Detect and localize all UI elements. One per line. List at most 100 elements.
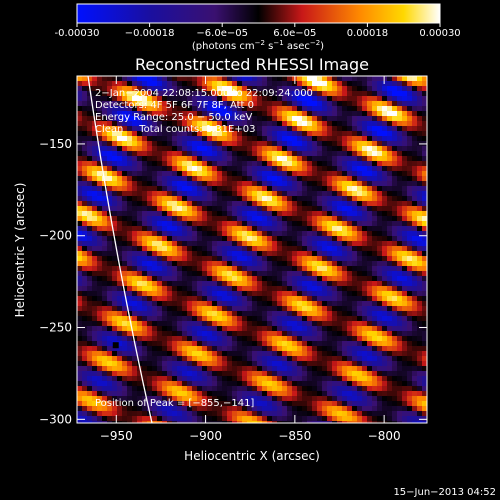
heatmap-cell: [102, 151, 108, 157]
heatmap-cell: [382, 251, 388, 257]
heatmap-cell: [282, 156, 288, 162]
heatmap-cell: [92, 401, 98, 407]
heatmap-cell: [362, 196, 368, 202]
heatmap-cell: [302, 361, 308, 367]
heatmap-cell: [127, 351, 133, 357]
heatmap-cell: [267, 201, 273, 207]
heatmap-cell: [117, 321, 123, 327]
heatmap-cell: [92, 176, 98, 182]
heatmap-cell: [332, 176, 338, 182]
heatmap-cell: [412, 351, 418, 357]
heatmap-cell: [87, 286, 93, 292]
heatmap-cell: [322, 311, 328, 317]
heatmap-cell: [247, 146, 253, 152]
heatmap-cell: [222, 146, 228, 152]
heatmap-cell: [307, 321, 313, 327]
heatmap-cell: [347, 396, 353, 402]
heatmap-cell: [192, 311, 198, 317]
heatmap-cell: [402, 381, 408, 387]
heatmap-cell: [352, 301, 358, 307]
heatmap-cell: [122, 306, 128, 312]
heatmap-cell: [347, 416, 353, 422]
heatmap-cell: [187, 401, 193, 407]
heatmap-cell: [242, 126, 248, 132]
heatmap-cell: [92, 346, 98, 352]
heatmap-cell: [287, 411, 293, 417]
heatmap-cell: [267, 326, 273, 332]
heatmap-cell: [227, 381, 233, 387]
heatmap-cell: [322, 306, 328, 312]
heatmap-cell: [257, 81, 263, 87]
heatmap-cell: [92, 361, 98, 367]
heatmap-cell: [362, 136, 368, 142]
heatmap-cell: [317, 401, 323, 407]
heatmap-cell: [242, 226, 248, 232]
heatmap-cell: [87, 136, 93, 142]
heatmap-cell: [247, 196, 253, 202]
heatmap-cell: [317, 371, 323, 377]
heatmap-cell: [127, 171, 133, 177]
heatmap-cell: [387, 401, 393, 407]
heatmap-cell: [407, 246, 413, 252]
heatmap-cell: [107, 291, 113, 297]
heatmap-cell: [132, 136, 138, 142]
heatmap-cell: [117, 366, 123, 372]
heatmap-cell: [162, 126, 168, 132]
heatmap-cell: [347, 296, 353, 302]
heatmap-cell: [102, 411, 108, 417]
heatmap-cell: [382, 231, 388, 237]
heatmap-cell: [317, 231, 323, 237]
heatmap-cell: [402, 221, 408, 227]
heatmap-cell: [172, 341, 178, 347]
heatmap-cell: [372, 411, 378, 417]
heatmap-cell: [182, 106, 188, 112]
heatmap-cell: [367, 81, 373, 87]
heatmap-cell: [372, 351, 378, 357]
heatmap-cell: [382, 201, 388, 207]
heatmap-cell: [92, 141, 98, 147]
heatmap-cell: [302, 106, 308, 112]
heatmap-cell: [352, 86, 358, 92]
heatmap-cell: [282, 336, 288, 342]
heatmap-cell: [187, 306, 193, 312]
heatmap-cell: [402, 326, 408, 332]
heatmap-cell: [317, 251, 323, 257]
heatmap-cell: [227, 181, 233, 187]
heatmap-cell: [127, 386, 133, 392]
heatmap-cell: [297, 381, 303, 387]
heatmap-cell: [252, 406, 258, 412]
heatmap-cell: [117, 166, 123, 172]
heatmap-cell: [167, 361, 173, 367]
heatmap-cell: [312, 106, 318, 112]
heatmap-cell: [82, 111, 88, 117]
heatmap-cell: [342, 266, 348, 272]
heatmap-cell: [382, 276, 388, 282]
heatmap-cell: [392, 196, 398, 202]
heatmap-cell: [317, 236, 323, 242]
heatmap-cell: [267, 126, 273, 132]
heatmap-cell: [282, 111, 288, 117]
heatmap-cell: [202, 361, 208, 367]
heatmap-cell: [407, 301, 413, 307]
heatmap-cell: [237, 296, 243, 302]
heatmap-cell: [362, 131, 368, 137]
heatmap-cell: [77, 81, 83, 87]
heatmap-cell: [132, 91, 138, 97]
heatmap-cell: [182, 396, 188, 402]
heatmap-cell: [82, 116, 88, 122]
heatmap-cell: [182, 201, 188, 207]
heatmap-cell: [417, 271, 423, 277]
heatmap-cell: [272, 111, 278, 117]
heatmap-cell: [77, 226, 83, 232]
heatmap-cell: [257, 171, 263, 177]
heatmap-cell: [287, 331, 293, 337]
heatmap-cell: [187, 366, 193, 372]
heatmap-cell: [237, 121, 243, 127]
heatmap-cell: [82, 126, 88, 132]
heatmap-cell: [337, 251, 343, 257]
heatmap-cell: [187, 251, 193, 257]
heatmap-cell: [157, 401, 163, 407]
heatmap-cell: [107, 236, 113, 242]
heatmap-cell: [387, 371, 393, 377]
heatmap-cell: [247, 301, 253, 307]
